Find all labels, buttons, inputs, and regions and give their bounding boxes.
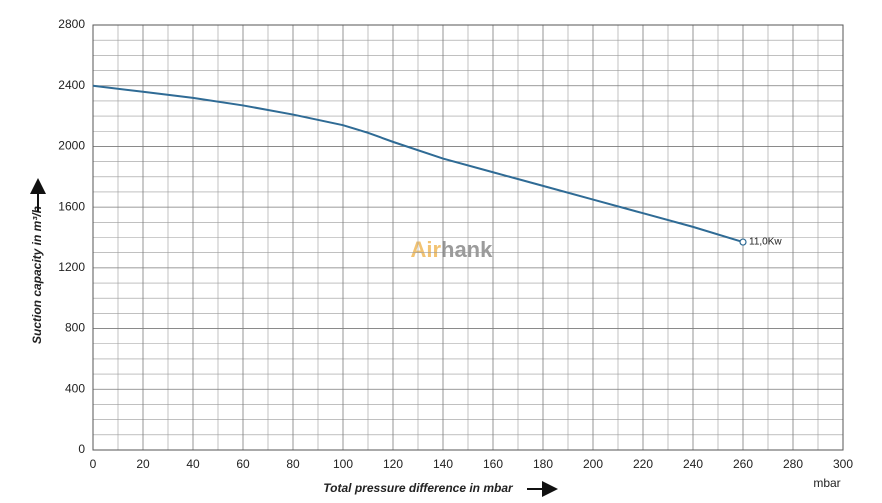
x-tick-label: 260 xyxy=(733,457,753,471)
x-tick-label: 160 xyxy=(483,457,503,471)
series-line xyxy=(92,84,744,244)
x-tick-label: 220 xyxy=(633,457,653,471)
x-tick-label: 180 xyxy=(533,457,553,471)
y-tick-label: 800 xyxy=(65,321,85,335)
x-tick-label: 0 xyxy=(90,457,97,471)
y-tick-label: 2000 xyxy=(58,139,85,153)
y-tick-label: 1600 xyxy=(58,199,85,213)
y-tick-label: 400 xyxy=(65,381,85,395)
x-tick-label: 40 xyxy=(186,457,200,471)
x-tick-label: 300 xyxy=(833,457,853,471)
plot-frame xyxy=(92,24,844,451)
x-tick-label: 200 xyxy=(583,457,603,471)
watermark: hank xyxy=(441,237,493,262)
y-axis-label: Suction capacity in m³/h xyxy=(30,206,44,344)
x-tick-label: 100 xyxy=(333,457,353,471)
y-tick-label: 1200 xyxy=(58,260,85,274)
y-tick-label: 2400 xyxy=(58,78,85,92)
x-unit: mbar xyxy=(813,476,840,490)
series-label: 11,0Kw xyxy=(749,237,782,248)
end-marker xyxy=(739,238,747,246)
x-tick-label: 20 xyxy=(136,457,150,471)
watermark: Air xyxy=(410,237,441,262)
x-tick-label: 140 xyxy=(433,457,453,471)
x-tick-label: 240 xyxy=(683,457,703,471)
x-axis-label: Total pressure difference in mbar xyxy=(323,481,514,495)
y-tick-label: 2800 xyxy=(58,17,85,31)
x-tick-label: 280 xyxy=(783,457,803,471)
x-tick-label: 80 xyxy=(286,457,300,471)
x-tick-label: 120 xyxy=(383,457,403,471)
x-tick-label: 60 xyxy=(236,457,250,471)
y-tick-label: 0 xyxy=(78,442,85,456)
